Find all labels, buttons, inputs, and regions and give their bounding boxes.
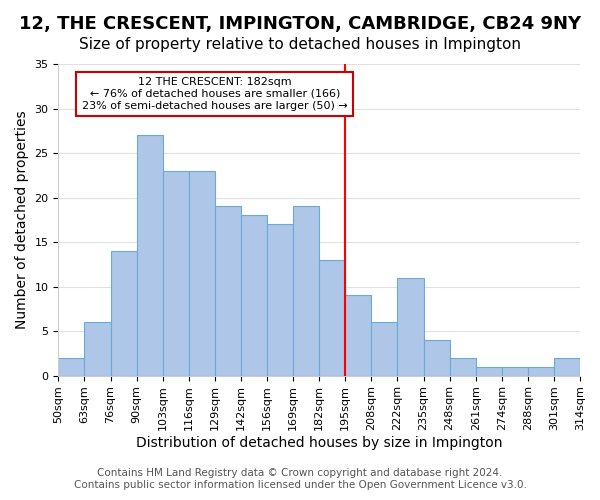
Bar [215,206,241,376]
Bar [110,251,137,376]
Bar [502,366,528,376]
Bar [371,322,397,376]
Bar [554,358,580,376]
Bar [345,296,371,376]
Bar [189,171,215,376]
Bar [319,260,345,376]
Bar [241,216,267,376]
Y-axis label: Number of detached properties: Number of detached properties [15,110,29,329]
Bar [293,206,319,376]
Bar [528,366,554,376]
Bar [163,171,189,376]
X-axis label: Distribution of detached houses by size in Impington: Distribution of detached houses by size … [136,436,502,450]
Bar [85,322,110,376]
Bar [449,358,476,376]
Bar [137,135,163,376]
Bar [424,340,449,376]
Bar [267,224,293,376]
Bar [476,366,502,376]
Bar [397,278,424,376]
Text: Size of property relative to detached houses in Impington: Size of property relative to detached ho… [79,38,521,52]
Text: 12, THE CRESCENT, IMPINGTON, CAMBRIDGE, CB24 9NY: 12, THE CRESCENT, IMPINGTON, CAMBRIDGE, … [19,15,581,33]
Bar [58,358,85,376]
Text: 12 THE CRESCENT: 182sqm
← 76% of detached houses are smaller (166)
23% of semi-d: 12 THE CRESCENT: 182sqm ← 76% of detache… [82,78,348,110]
Text: Contains HM Land Registry data © Crown copyright and database right 2024.
Contai: Contains HM Land Registry data © Crown c… [74,468,526,490]
